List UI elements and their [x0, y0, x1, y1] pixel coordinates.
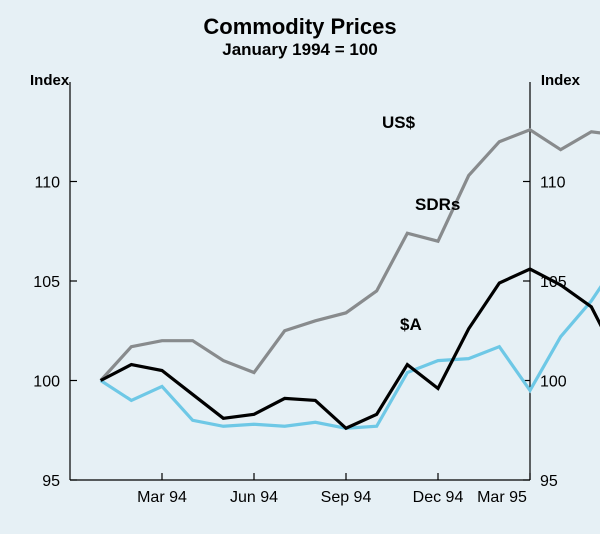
- svg-text:110: 110: [34, 175, 60, 192]
- svg-text:Sep 94: Sep 94: [321, 489, 372, 506]
- svg-text:Mar 95: Mar 95: [477, 489, 527, 506]
- svg-text:SDRs: SDRs: [415, 195, 460, 214]
- svg-text:100: 100: [540, 374, 567, 391]
- chart-plot: 9595100100105105110110Mar 94Jun 94Sep 94…: [0, 0, 600, 534]
- svg-text:Jun 94: Jun 94: [230, 489, 278, 506]
- svg-text:100: 100: [33, 374, 60, 391]
- svg-text:Dec 94: Dec 94: [413, 489, 464, 506]
- svg-text:95: 95: [540, 473, 558, 490]
- commodity-prices-chart: Commodity Prices January 1994 = 100 Inde…: [0, 0, 600, 534]
- svg-text:110: 110: [540, 175, 566, 192]
- svg-text:95: 95: [42, 473, 60, 490]
- svg-text:105: 105: [33, 274, 60, 291]
- svg-text:$A: $A: [400, 315, 422, 334]
- svg-text:US$: US$: [382, 113, 416, 132]
- svg-text:Mar 94: Mar 94: [137, 489, 187, 506]
